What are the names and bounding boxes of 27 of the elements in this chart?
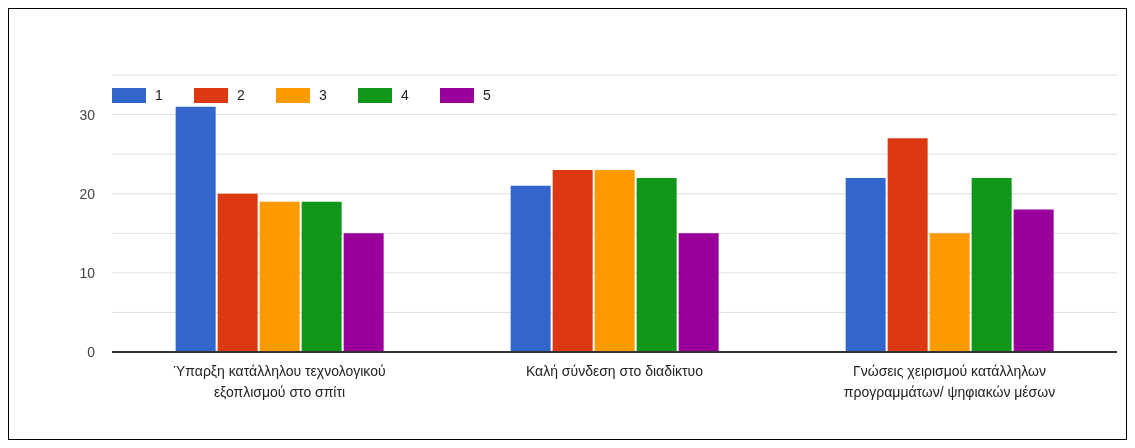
legend-label: 5: [483, 87, 491, 103]
bar: [552, 169, 593, 352]
x-tick-label: Καλή σύνδεση στο διαδίκτυο: [525, 362, 704, 379]
bar: [301, 201, 342, 352]
legend-label: 1: [155, 87, 163, 103]
legend-label: 3: [319, 87, 327, 103]
y-tick-label: 20: [79, 185, 96, 202]
x-tick-label: Ύπαρξη κατάλληλου τεχνολογικού εξοπλισμού στο σπίτι: [173, 362, 386, 400]
bar: [636, 177, 677, 352]
bar: [971, 177, 1012, 352]
bar: [887, 138, 928, 352]
y-tick-label: 10: [79, 264, 96, 281]
legend-label: 4: [401, 87, 409, 103]
bar: [217, 193, 258, 352]
bar: [1013, 209, 1054, 352]
y-tick-label: 0: [87, 343, 96, 360]
bar: [343, 233, 384, 352]
bar: [929, 233, 970, 352]
bar: [594, 169, 635, 352]
bar: [175, 106, 216, 352]
legend-label: 2: [237, 87, 245, 103]
bar: [678, 233, 719, 352]
bar: [845, 177, 886, 352]
bar: [259, 201, 300, 352]
bar: [510, 185, 551, 352]
y-tick-label: 30: [79, 106, 96, 123]
x-tick-label: Γνώσεις χειρισμού κατάλληλων προγραμμάτων/ ψηφιακών μέσων: [843, 362, 1056, 400]
